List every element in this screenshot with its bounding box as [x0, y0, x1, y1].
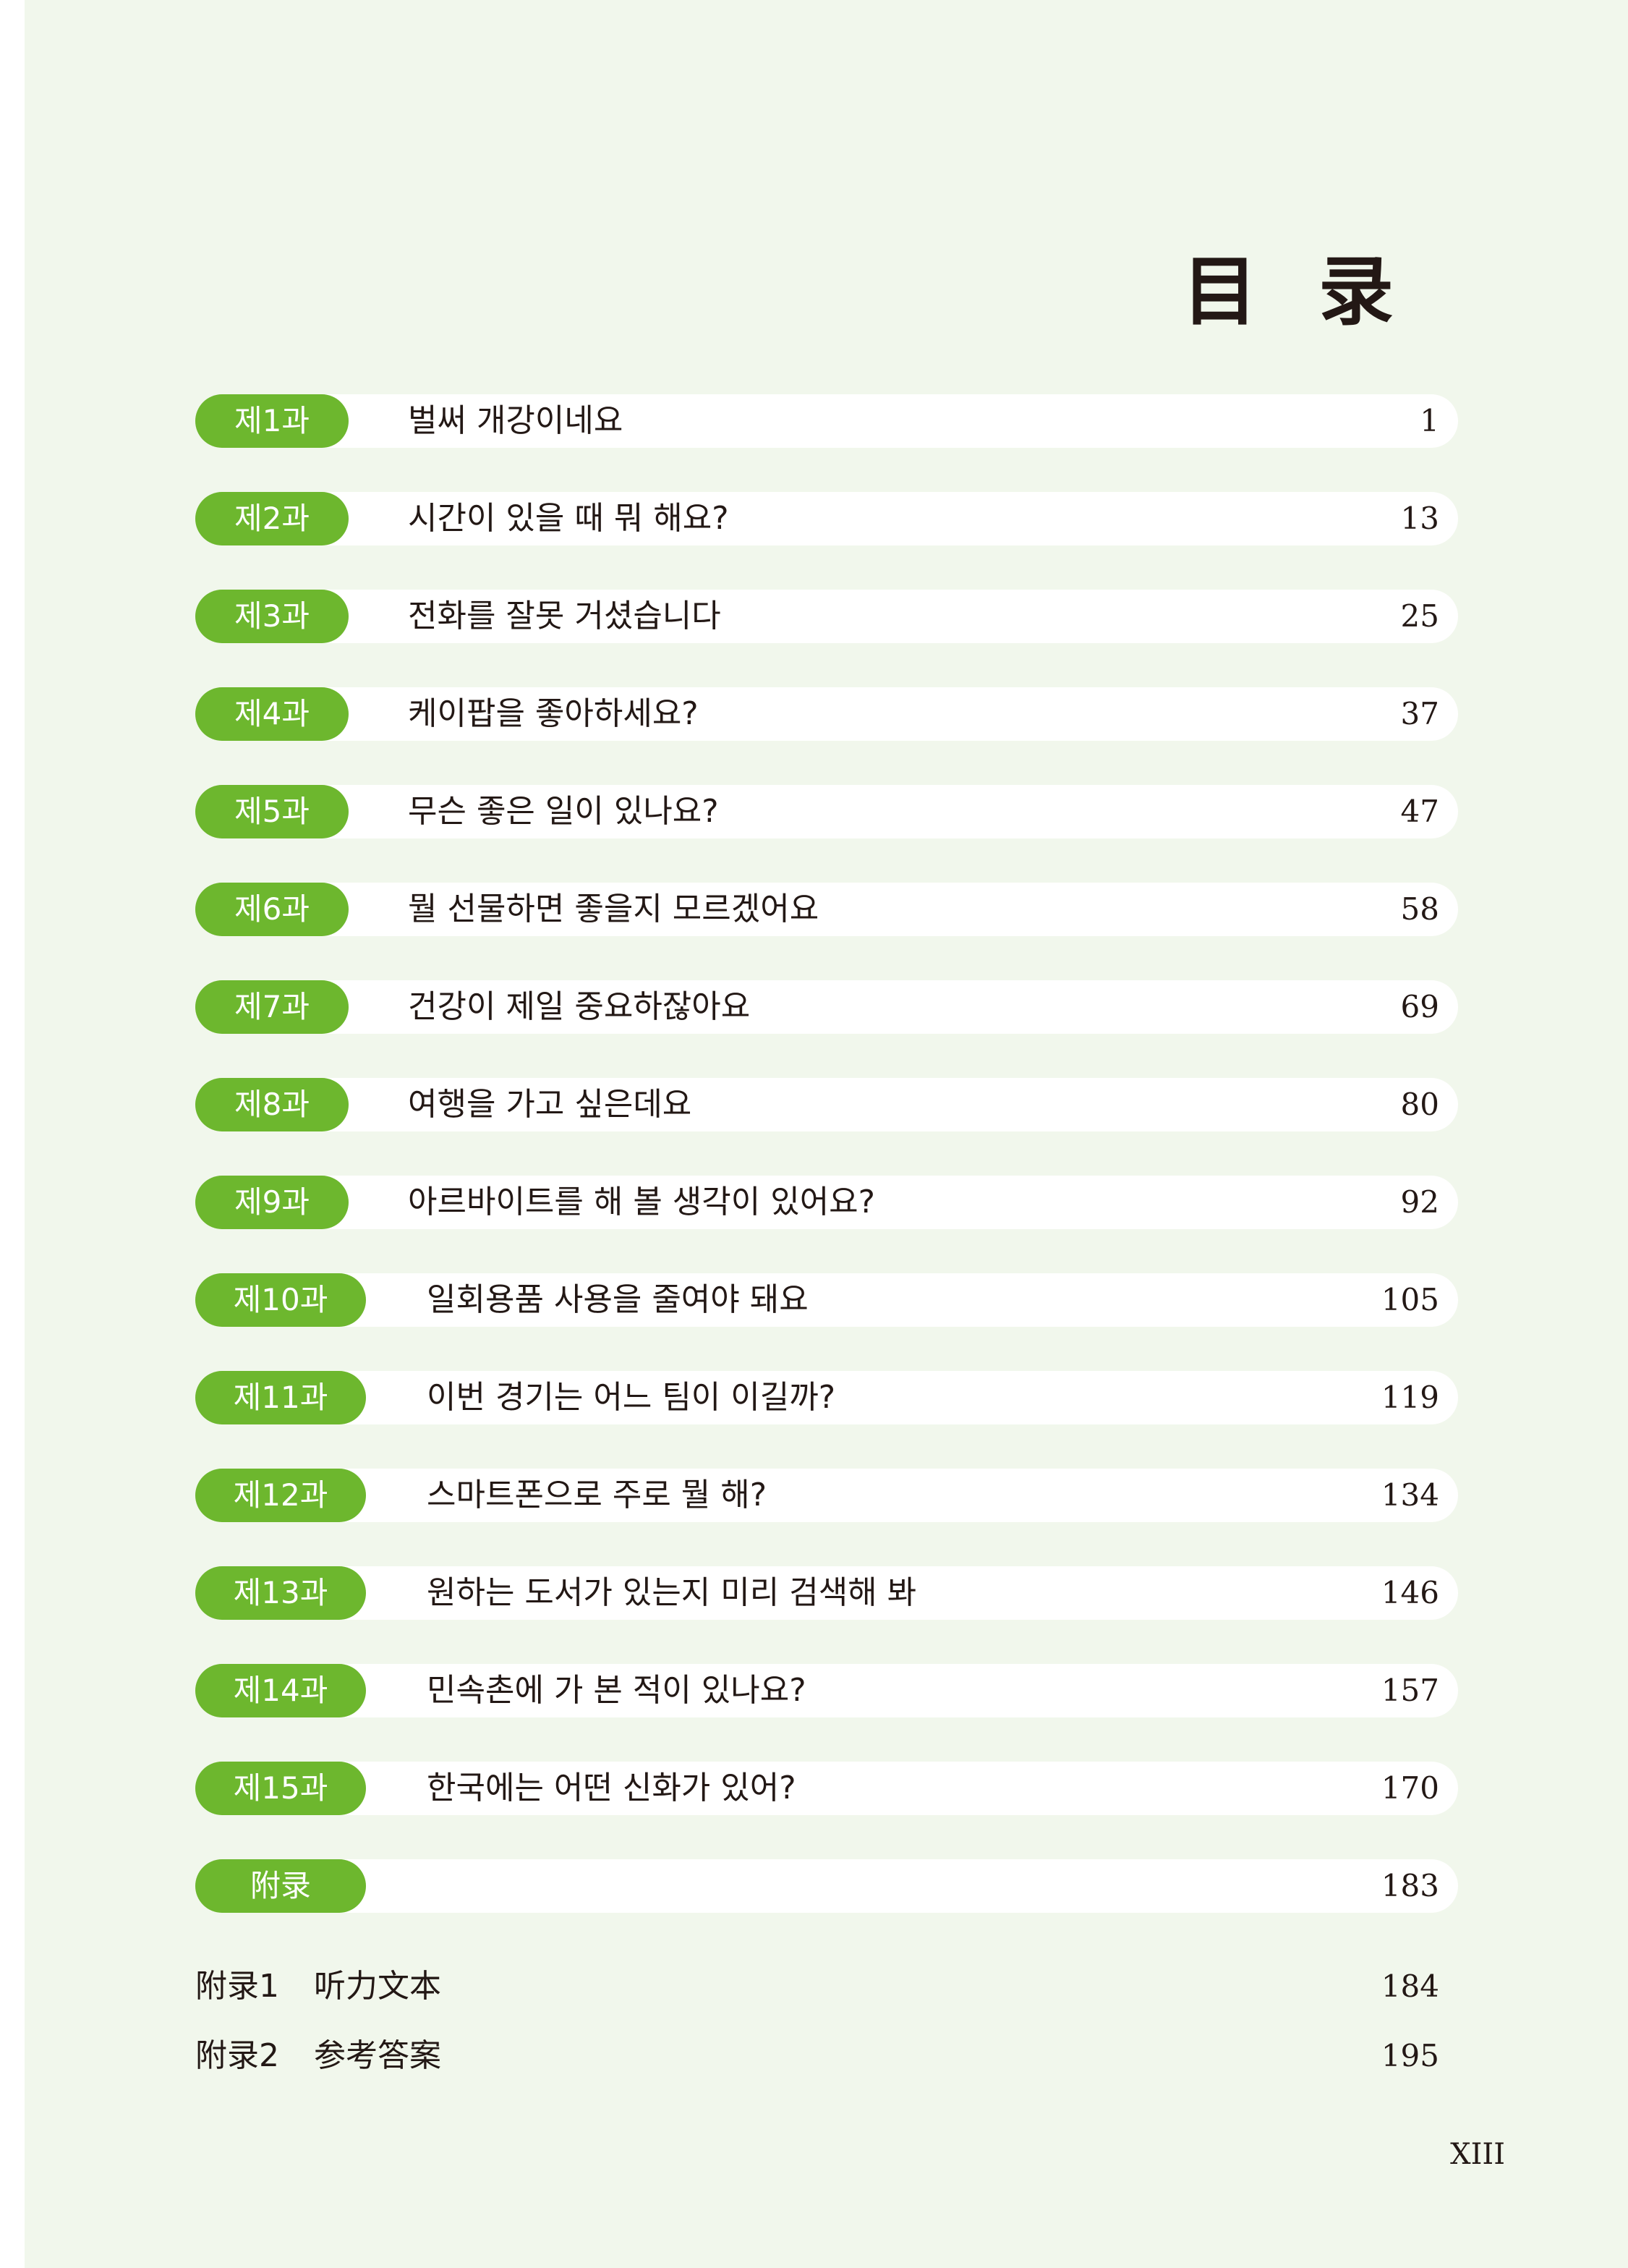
- lesson-label: 제9과: [195, 1176, 349, 1229]
- lesson-title: 케이팝을 좋아하세요?: [408, 695, 699, 732]
- lesson-title: 스마트폰으로 주로 뭘 해?: [427, 1477, 767, 1513]
- appendix-title: 参考答案: [314, 2037, 441, 2074]
- lesson-label: 제15과: [195, 1762, 366, 1815]
- toc-row[interactable]: 附录 183: [195, 1859, 1458, 1913]
- page-ref: 92: [1400, 1184, 1439, 1220]
- lesson-label: 제6과: [195, 883, 349, 936]
- toc-row[interactable]: 제10과 일회용품 사용을 줄여야 돼요 105: [195, 1273, 1458, 1327]
- toc-row[interactable]: 제9과 아르바이트를 해 볼 생각이 있어요? 92: [195, 1176, 1458, 1229]
- toc-row[interactable]: 제15과 한국에는 어떤 신화가 있어? 170: [195, 1762, 1458, 1815]
- toc-row[interactable]: 제12과 스마트폰으로 주로 뭘 해? 134: [195, 1469, 1458, 1522]
- lesson-label: 제14과: [195, 1664, 366, 1717]
- appendix-row[interactable]: 附录1 听力文本 184: [195, 1965, 1439, 2008]
- row-bar: [239, 1566, 1458, 1620]
- page-ref: 1: [1420, 403, 1439, 438]
- page-ref: 13: [1400, 501, 1439, 536]
- lesson-title: 아르바이트를 해 볼 생각이 있어요?: [408, 1184, 876, 1220]
- lesson-label: 附录: [195, 1859, 366, 1913]
- page-ref: 105: [1381, 1282, 1439, 1317]
- page-ref: 37: [1400, 696, 1439, 731]
- lesson-title: 원하는 도서가 있는지 미리 검색해 봐: [427, 1574, 917, 1611]
- lesson-label: 제5과: [195, 785, 349, 838]
- page-ref: 119: [1381, 1380, 1439, 1415]
- page-title: 目 录: [1182, 247, 1411, 336]
- lesson-title: 전화를 잘못 거셨습니다: [408, 598, 721, 634]
- page-number: XIII: [1450, 2138, 1505, 2171]
- row-bar: [239, 1371, 1458, 1424]
- toc-row[interactable]: 제7과 건강이 제일 중요하잖아요 69: [195, 980, 1458, 1034]
- toc-row[interactable]: 제2과 시간이 있을 때 뭐 해요? 13: [195, 492, 1458, 545]
- lesson-title: 뭘 선물하면 좋을지 모르겠어요: [408, 891, 819, 927]
- toc-row[interactable]: 제11과 이번 경기는 어느 팀이 이길까? 119: [195, 1371, 1458, 1424]
- toc-row[interactable]: 제3과 전화를 잘못 거셨습니다 25: [195, 590, 1458, 643]
- lesson-title: 여행을 가고 싶은데요: [408, 1086, 692, 1123]
- page-ref: 47: [1400, 794, 1439, 829]
- page-ref: 183: [1381, 1868, 1439, 1903]
- lesson-title: 시간이 있을 때 뭐 해요?: [408, 500, 729, 537]
- page-ref: 146: [1381, 1575, 1439, 1610]
- lesson-label: 제4과: [195, 687, 349, 741]
- lesson-title: 한국에는 어떤 신화가 있어?: [427, 1770, 796, 1806]
- lesson-title: 건강이 제일 중요하잖아요: [408, 988, 751, 1025]
- lesson-label: 제1과: [195, 394, 349, 448]
- toc-row[interactable]: 제4과 케이팝을 좋아하세요? 37: [195, 687, 1458, 741]
- row-bar: [239, 1859, 1458, 1913]
- page-ref: 184: [1381, 1968, 1439, 2004]
- page-ref: 80: [1400, 1087, 1439, 1122]
- row-bar: [239, 1176, 1458, 1229]
- row-bar: [239, 785, 1458, 838]
- toc-row[interactable]: 제1과 벌써 개강이네요 1: [195, 394, 1458, 448]
- page: 目 录 제1과 벌써 개강이네요 1 제2과 시간이 있을 때 뭐 해요? 13…: [25, 0, 1628, 2268]
- page-ref: 69: [1400, 989, 1439, 1024]
- appendix-title: 听力文本: [314, 1968, 441, 2005]
- lesson-title: 벌써 개강이네요: [408, 402, 623, 439]
- lesson-title: 이번 경기는 어느 팀이 이길까?: [427, 1379, 836, 1416]
- toc-row[interactable]: 제13과 원하는 도서가 있는지 미리 검색해 봐 146: [195, 1566, 1458, 1620]
- toc-row[interactable]: 제8과 여행을 가고 싶은데요 80: [195, 1078, 1458, 1131]
- toc-row[interactable]: 제5과 무슨 좋은 일이 있나요? 47: [195, 785, 1458, 838]
- lesson-label: 제7과: [195, 980, 349, 1034]
- row-bar: [239, 687, 1458, 741]
- row-bar: [239, 1762, 1458, 1815]
- lesson-label: 제11과: [195, 1371, 366, 1424]
- lesson-label: 제12과: [195, 1469, 366, 1522]
- lesson-title: 무슨 좋은 일이 있나요?: [408, 793, 719, 830]
- row-bar: [239, 980, 1458, 1034]
- lesson-label: 제8과: [195, 1078, 349, 1131]
- page-ref: 195: [1381, 2038, 1439, 2073]
- row-bar: [239, 1078, 1458, 1131]
- lesson-label: 제10과: [195, 1273, 366, 1327]
- row-bar: [239, 883, 1458, 936]
- lesson-title: 민속촌에 가 본 적이 있나요?: [427, 1672, 806, 1709]
- page-ref: 170: [1381, 1770, 1439, 1806]
- toc-row[interactable]: 제14과 민속촌에 가 본 적이 있나요? 157: [195, 1664, 1458, 1717]
- page-ref: 25: [1400, 598, 1439, 634]
- lesson-label: 제13과: [195, 1566, 366, 1620]
- row-bar: [239, 1664, 1458, 1717]
- appendix-row[interactable]: 附录2 参考答案 195: [195, 2034, 1439, 2078]
- lesson-label: 제3과: [195, 590, 349, 643]
- toc-row[interactable]: 제6과 뭘 선물하면 좋을지 모르겠어요 58: [195, 883, 1458, 936]
- row-bar: [239, 1273, 1458, 1327]
- appendix-label: 附录2: [195, 2037, 279, 2074]
- lesson-title: 일회용품 사용을 줄여야 돼요: [427, 1281, 809, 1318]
- row-bar: [239, 590, 1458, 643]
- row-bar: [239, 1469, 1458, 1522]
- page-ref: 157: [1381, 1673, 1439, 1708]
- row-bar: [239, 394, 1458, 448]
- lesson-label: 제2과: [195, 492, 349, 545]
- page-ref: 134: [1381, 1477, 1439, 1513]
- page-ref: 58: [1400, 891, 1439, 927]
- appendix-label: 附录1: [195, 1968, 279, 2005]
- row-bar: [239, 492, 1458, 545]
